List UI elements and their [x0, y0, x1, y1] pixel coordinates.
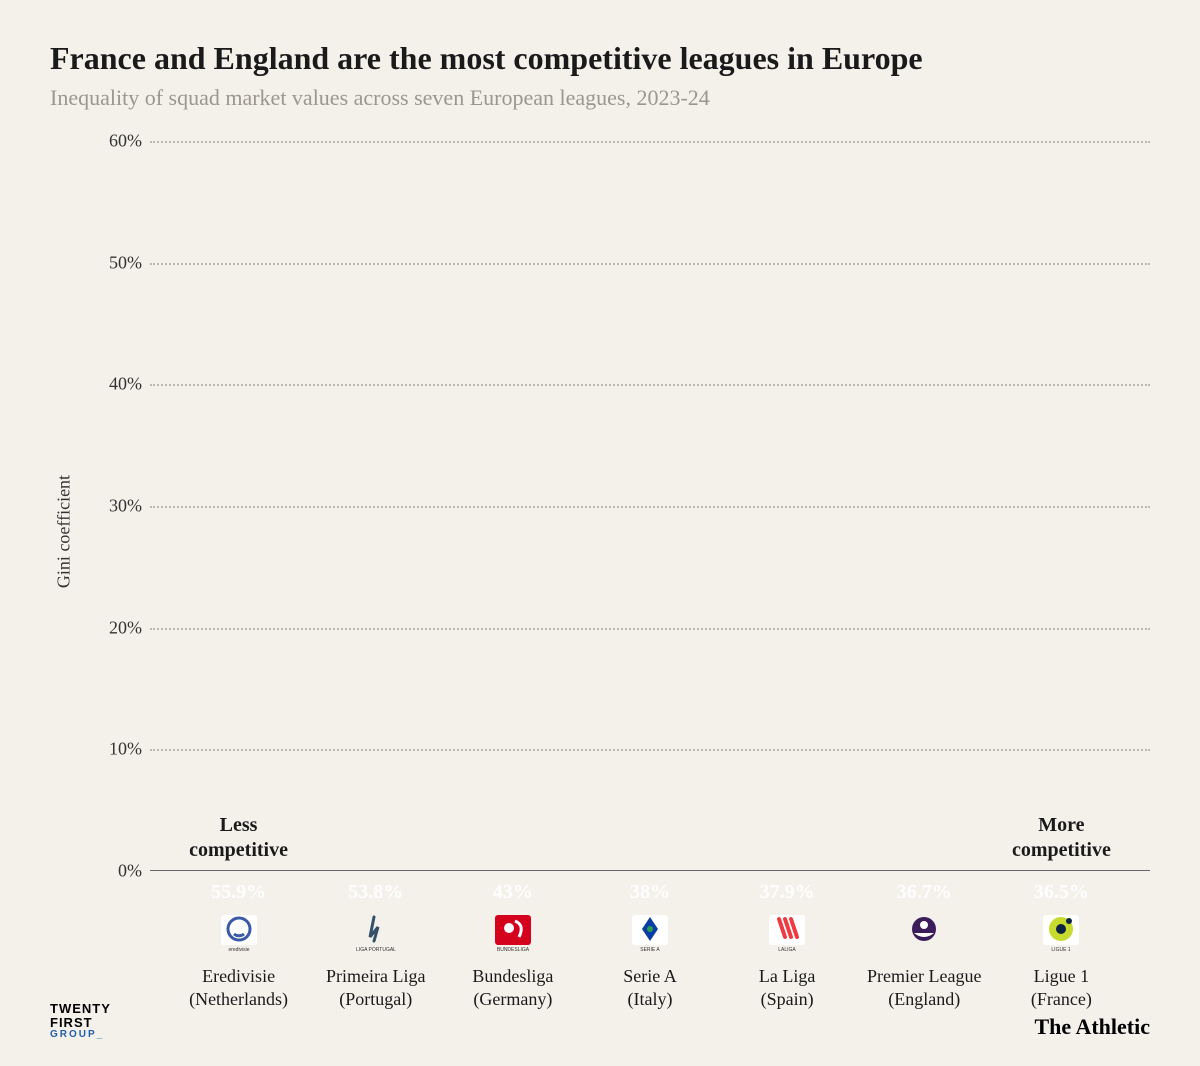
- x-label: LALIGALa Liga(Spain): [719, 911, 856, 1012]
- svg-text:SERIE A: SERIE A: [640, 947, 660, 953]
- svg-text:eredivisie: eredivisie: [228, 947, 249, 953]
- footer: TWENTY FIRST GROUP_ The Athletic: [50, 1002, 1150, 1040]
- gridline: [150, 384, 1150, 386]
- y-tick-label: 30%: [92, 496, 142, 517]
- league-logo-icon: eredivisie: [175, 911, 302, 955]
- bar-value-label: 38%: [594, 881, 705, 904]
- bar-value-label: 37.9%: [732, 881, 843, 904]
- publisher-credit: The Athletic: [1035, 1014, 1151, 1040]
- league-logo-icon: BUNDESLIGA: [449, 911, 576, 955]
- gridline: [150, 263, 1150, 265]
- svg-text:BUNDESLIGA: BUNDESLIGA: [497, 947, 530, 953]
- x-label: BUNDESLIGABundesliga(Germany): [444, 911, 581, 1012]
- bar-value-label: 43%: [457, 881, 568, 904]
- chart-area: Gini coefficient 55.9%Lesscompetitive53.…: [80, 141, 1150, 901]
- league-logo-icon: SERIE A: [586, 911, 713, 955]
- gridline: [150, 749, 1150, 751]
- y-tick-label: 40%: [92, 374, 142, 395]
- x-label: LIGA PORTUGALPrimeira Liga(Portugal): [307, 911, 444, 1012]
- gridline: [150, 141, 1150, 143]
- y-tick-label: 50%: [92, 252, 142, 273]
- source-sub: GROUP_: [50, 1030, 111, 1041]
- y-axis-label: Gini coefficient: [54, 475, 75, 588]
- x-axis-labels: eredivisieEredivisie(Netherlands)LIGA PO…: [150, 911, 1150, 1012]
- chart-title: France and England are the most competit…: [50, 40, 1150, 77]
- x-label: eredivisieEredivisie(Netherlands): [170, 911, 307, 1012]
- bar-value-label: 55.9%: [183, 881, 294, 904]
- gridline: [150, 506, 1150, 508]
- source-line-2: FIRST: [50, 1016, 111, 1030]
- league-logo-icon: [861, 911, 988, 955]
- svg-text:LIGA PORTUGAL: LIGA PORTUGAL: [356, 947, 396, 953]
- league-logo-icon: LIGA PORTUGAL: [312, 911, 439, 955]
- gridline: [150, 628, 1150, 630]
- y-tick-label: 0%: [92, 861, 142, 882]
- bar-value-label: 36.7%: [869, 881, 980, 904]
- bar-value-label: 53.8%: [320, 881, 431, 904]
- chart-subtitle: Inequality of squad market values across…: [50, 85, 1150, 111]
- y-tick-label: 20%: [92, 617, 142, 638]
- x-label: Premier League(England): [856, 911, 993, 1012]
- x-label: LIGUE 1Ligue 1(France): [993, 911, 1130, 1012]
- annotation-label: Morecompetitive: [1012, 813, 1111, 863]
- annotation-label: Lesscompetitive: [189, 813, 288, 863]
- y-tick-label: 60%: [92, 131, 142, 152]
- source-line-1: TWENTY: [50, 1002, 111, 1016]
- svg-text:LALIGA: LALIGA: [778, 947, 796, 953]
- svg-text:LIGUE 1: LIGUE 1: [1052, 947, 1071, 953]
- league-logo-icon: LALIGA: [724, 911, 851, 955]
- plot-region: 55.9%Lesscompetitive53.8%43%38%37.9%36.7…: [150, 141, 1150, 871]
- league-logo-icon: LIGUE 1: [998, 911, 1125, 955]
- x-label: SERIE ASerie A(Italy): [581, 911, 718, 1012]
- source-credit-left: TWENTY FIRST GROUP_: [50, 1002, 111, 1040]
- bar-value-label: 36.5%: [1006, 881, 1117, 904]
- y-tick-label: 10%: [92, 739, 142, 760]
